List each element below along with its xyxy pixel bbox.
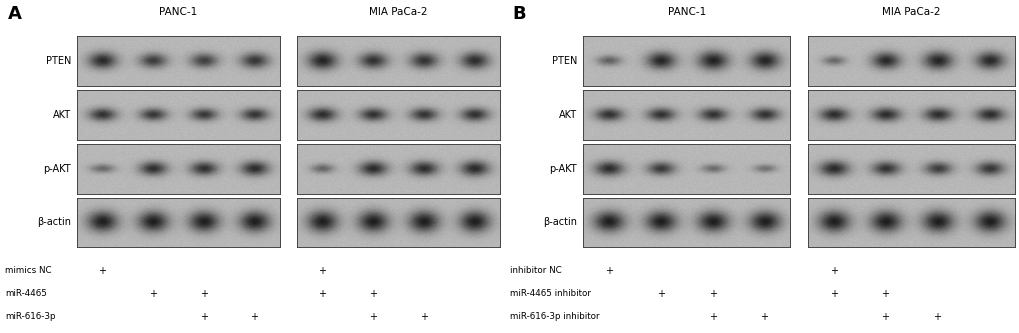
Text: PANC-1: PANC-1 [667,7,705,17]
Text: AKT: AKT [558,110,577,120]
Text: p-AKT: p-AKT [43,164,71,173]
Text: PANC-1: PANC-1 [159,7,197,17]
Text: inhibitor NC: inhibitor NC [510,266,561,275]
Text: +: + [828,266,837,276]
Text: +: + [250,312,258,322]
Text: +: + [708,289,716,299]
Text: PTEN: PTEN [46,56,71,66]
Text: +: + [369,289,377,299]
Text: +: + [98,266,106,276]
Text: +: + [828,289,837,299]
Text: β-actin: β-actin [543,217,577,227]
Text: miR-616-3p: miR-616-3p [5,312,56,321]
Text: +: + [880,289,889,299]
Text: MIA PaCa-2: MIA PaCa-2 [881,7,940,17]
Text: +: + [656,289,664,299]
Text: +: + [149,289,157,299]
Text: p-AKT: p-AKT [549,164,577,173]
Text: +: + [200,312,208,322]
Text: miR-616-3p inhibitor: miR-616-3p inhibitor [510,312,599,321]
Text: +: + [369,312,377,322]
Text: B: B [512,5,526,23]
Text: +: + [932,312,941,322]
Text: AKT: AKT [53,110,71,120]
Text: MIA PaCa-2: MIA PaCa-2 [369,7,427,17]
Text: +: + [200,289,208,299]
Text: +: + [420,312,427,322]
Text: +: + [318,289,326,299]
Text: β-actin: β-actin [37,217,71,227]
Text: PTEN: PTEN [551,56,577,66]
Text: A: A [7,5,21,23]
Text: +: + [880,312,889,322]
Text: +: + [604,266,612,276]
Text: +: + [708,312,716,322]
Text: +: + [759,312,767,322]
Text: miR-4465: miR-4465 [5,289,47,298]
Text: miR-4465 inhibitor: miR-4465 inhibitor [510,289,590,298]
Text: mimics NC: mimics NC [5,266,52,275]
Text: +: + [318,266,326,276]
